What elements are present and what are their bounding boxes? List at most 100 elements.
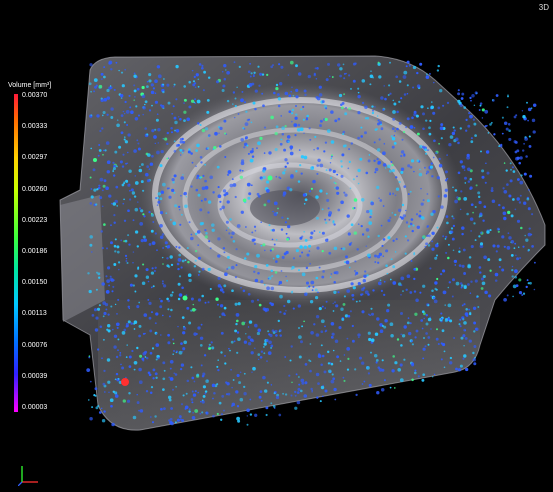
pore-dot xyxy=(533,261,536,264)
pore-dot xyxy=(405,65,408,68)
pore-dot xyxy=(382,151,386,156)
pore-dot xyxy=(182,174,184,176)
pore-dot xyxy=(266,189,270,193)
pore-dot xyxy=(406,60,410,64)
pore-dot xyxy=(97,154,100,157)
pore-dot xyxy=(246,182,251,187)
pore-dot xyxy=(286,299,291,304)
pore-dot xyxy=(392,281,397,285)
pore-dot xyxy=(474,91,478,95)
pore-dot xyxy=(233,61,236,64)
pore-dot xyxy=(209,175,214,180)
pore-dot xyxy=(393,387,396,389)
pore-dot xyxy=(138,207,142,210)
pore-dot xyxy=(203,197,207,201)
pore-dot xyxy=(304,363,308,366)
pore-dot xyxy=(224,272,228,277)
pore-dot xyxy=(190,99,195,103)
pore-dot xyxy=(309,343,312,345)
pore-dot xyxy=(283,252,287,256)
pore-dot xyxy=(136,401,140,405)
pore-dot xyxy=(461,284,464,287)
pore-dot xyxy=(462,318,465,321)
pore-dot xyxy=(348,107,352,111)
pore-dot xyxy=(290,175,294,179)
pore-dot xyxy=(318,93,323,97)
pore-dot xyxy=(343,93,345,96)
pore-dot xyxy=(249,398,252,401)
pore-dot xyxy=(270,346,273,349)
pore-dot xyxy=(173,223,176,226)
pore-dot xyxy=(296,127,301,132)
pore-dot xyxy=(284,221,287,224)
pore-dot xyxy=(234,329,238,333)
pore-dot xyxy=(467,180,471,183)
pore-dot xyxy=(481,169,485,173)
pore-dot xyxy=(465,129,468,132)
pore-dot xyxy=(425,152,428,155)
pore-dot xyxy=(172,221,177,226)
pore-dot xyxy=(155,358,158,361)
pore-dot xyxy=(94,387,98,391)
pore-dot xyxy=(243,391,247,396)
pore-dot xyxy=(447,286,450,289)
pore-dot xyxy=(345,106,347,109)
pore-dot xyxy=(286,135,291,139)
pore-dot xyxy=(194,259,197,262)
pore-dot xyxy=(133,360,138,365)
pore-dot xyxy=(427,107,429,109)
pore-dot xyxy=(216,365,219,368)
pore-dot xyxy=(182,326,187,331)
pore-dot xyxy=(449,319,453,323)
pore-dot xyxy=(186,117,191,122)
pore-dot xyxy=(340,247,343,250)
pore-dot xyxy=(183,98,187,102)
pore-dot xyxy=(306,114,310,118)
pore-dot xyxy=(96,114,100,118)
pore-dot xyxy=(346,368,350,371)
pore-dot xyxy=(410,260,413,262)
pore-dot xyxy=(174,204,178,208)
pore-dot xyxy=(259,390,263,393)
pore-dot xyxy=(136,245,139,248)
pore-dot xyxy=(196,230,201,234)
pore-dot xyxy=(439,126,444,131)
pore-dot xyxy=(185,294,188,297)
pore-dot xyxy=(522,115,526,119)
pore-dot xyxy=(444,319,448,323)
pore-dot xyxy=(380,289,383,292)
pore-dot xyxy=(387,94,390,96)
pore-dot xyxy=(527,107,532,112)
pore-dot xyxy=(378,138,381,141)
pore-dot xyxy=(103,223,106,226)
pore-dot xyxy=(397,208,402,213)
pore-dot xyxy=(172,105,175,108)
pore-dot xyxy=(400,276,405,281)
pore-dot xyxy=(334,339,339,344)
pore-dot xyxy=(166,157,169,160)
pore-dot xyxy=(309,369,312,373)
pore-dot xyxy=(193,75,196,78)
pore-dot xyxy=(169,359,174,364)
pore-dot xyxy=(220,351,223,354)
pore-dot xyxy=(181,286,184,290)
pore-dot xyxy=(329,75,331,78)
pore-dot xyxy=(295,113,298,116)
pore-dot xyxy=(376,317,380,321)
pore-dot xyxy=(306,253,310,257)
pore-dot xyxy=(149,329,153,333)
pore-dot xyxy=(379,279,382,281)
pore-dot xyxy=(126,399,131,403)
pore-dot xyxy=(257,65,260,68)
pore-dot xyxy=(90,251,93,253)
pore-dot xyxy=(89,202,93,205)
pore-dot xyxy=(331,76,334,78)
pore-dot xyxy=(187,150,191,154)
pore-dot xyxy=(473,104,476,107)
pore-dot xyxy=(105,141,110,145)
pore-dot xyxy=(133,195,137,198)
pore-dot xyxy=(517,246,520,248)
pore-dot xyxy=(467,167,471,172)
